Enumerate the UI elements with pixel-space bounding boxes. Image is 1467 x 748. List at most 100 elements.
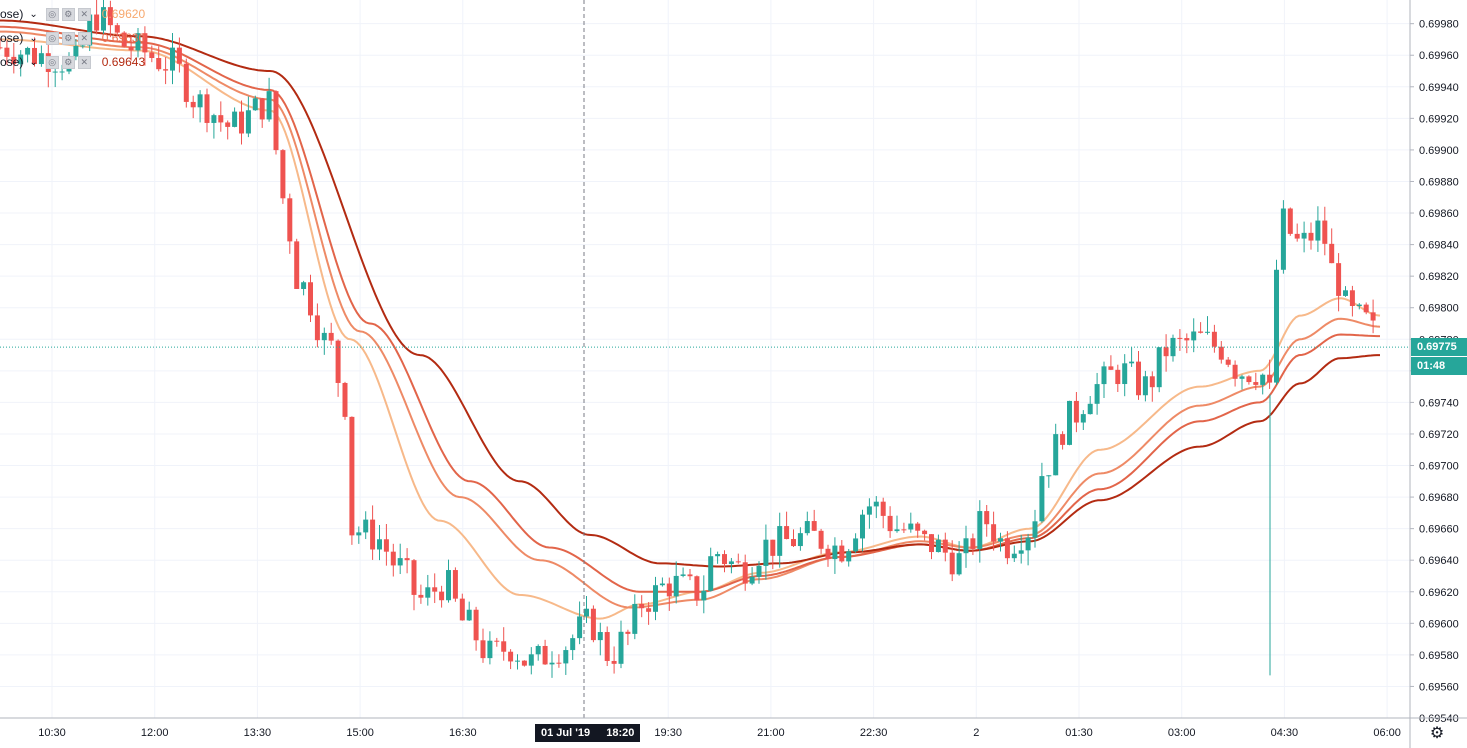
gear-icon[interactable]: ⚙ <box>61 31 75 45</box>
close-icon[interactable]: ✕ <box>77 31 91 45</box>
crosshair-date: 01 Jul '19 <box>541 727 591 739</box>
candle-down <box>604 632 610 661</box>
gear-icon[interactable]: ⚙ <box>61 7 75 21</box>
candle-down <box>811 521 817 531</box>
candle-down <box>128 46 134 51</box>
candle-down <box>183 63 189 102</box>
candle-down <box>1108 366 1114 370</box>
candle-down <box>114 25 120 33</box>
indicator-row-1[interactable]: ose) ⌄ ◎ ⚙ ✕ 0.69620 <box>0 5 145 23</box>
candle-up <box>1301 232 1307 239</box>
candle-up <box>728 561 734 565</box>
candle-up <box>1239 376 1245 379</box>
candle-up <box>1280 208 1286 270</box>
candle-up <box>653 585 658 612</box>
candle-down <box>1184 338 1190 341</box>
candle-up <box>1011 553 1017 559</box>
chevron-down-icon[interactable]: ⌄ <box>29 56 38 68</box>
candle-down <box>949 552 955 575</box>
gear-icon[interactable]: ⚙ <box>61 55 75 69</box>
candle-up <box>998 538 1003 542</box>
ema-line-2 <box>0 30 1381 609</box>
candle-down <box>259 98 265 120</box>
candle-up <box>708 556 714 591</box>
candle-up <box>232 111 238 127</box>
candle-down <box>735 561 741 563</box>
x-tick-label: 03:00 <box>1168 727 1196 739</box>
candle-up <box>977 511 983 549</box>
candle-up <box>1032 521 1038 538</box>
candle-up <box>245 110 251 134</box>
candle-down <box>121 32 127 47</box>
close-icon[interactable]: ✕ <box>77 7 91 21</box>
candle-up <box>549 662 555 665</box>
candle-up <box>1156 347 1162 388</box>
candle-up <box>363 519 369 533</box>
candle-down <box>1211 331 1217 347</box>
candle-up <box>1046 475 1052 477</box>
x-tick-label: 12:00 <box>141 727 169 739</box>
candle-up <box>301 282 307 289</box>
candle-down <box>314 315 320 341</box>
candle-down <box>915 523 921 531</box>
candle-down <box>970 538 976 549</box>
candle-down <box>590 608 596 641</box>
candle-up <box>135 33 141 51</box>
candle-up <box>1315 220 1321 241</box>
y-tick-label: 0.69600 <box>1419 618 1459 630</box>
settings-gear-icon[interactable]: ⚙ <box>1429 725 1445 742</box>
close-icon[interactable]: ✕ <box>77 55 91 69</box>
candle-up <box>804 521 810 534</box>
candle-down <box>439 591 445 601</box>
y-tick-label: 0.69740 <box>1419 397 1459 409</box>
candles <box>0 0 1376 678</box>
eye-icon[interactable]: ◎ <box>45 55 59 69</box>
candle-up <box>584 608 589 617</box>
y-tick-label: 0.69900 <box>1419 145 1459 157</box>
candle-up <box>446 570 451 601</box>
candle-down <box>190 101 196 108</box>
candle-down <box>1246 376 1252 383</box>
y-tick-label: 0.69800 <box>1419 303 1459 315</box>
candle-up <box>377 539 382 550</box>
candle-down <box>784 526 790 540</box>
candle-down <box>1370 312 1376 321</box>
candle-down <box>370 519 376 550</box>
x-tick-label: 16:30 <box>449 727 477 739</box>
x-tick-label: 04:30 <box>1271 727 1299 739</box>
x-tick-label: 21:00 <box>757 727 785 739</box>
candle-down <box>1136 361 1141 396</box>
candle-up <box>597 632 603 641</box>
candle-down <box>1329 243 1335 264</box>
candle-down <box>163 69 169 71</box>
candle-down <box>280 150 286 199</box>
candle-up <box>528 654 534 666</box>
eye-icon[interactable]: ◎ <box>45 31 59 45</box>
candle-down <box>94 14 100 31</box>
candle-up <box>777 526 783 556</box>
candle-up <box>680 574 686 576</box>
candle-up <box>1053 434 1059 476</box>
chevron-down-icon[interactable]: ⌄ <box>29 32 38 44</box>
candle-up <box>80 45 86 47</box>
candle-down <box>390 551 396 566</box>
candle-down <box>239 111 244 134</box>
candle-up <box>1087 403 1093 415</box>
candle-up <box>1274 269 1279 383</box>
candle-down <box>404 558 410 561</box>
indicator-row-2[interactable]: ose) ⌄ ◎ ⚙ ✕ 0.69630 <box>0 29 145 47</box>
indicator-value: 0.69643 <box>101 55 146 69</box>
indicator-row-3[interactable]: ose) ⌄ ◎ ⚙ ✕ 0.69643 <box>0 53 145 71</box>
candle-down <box>942 539 948 553</box>
y-tick-label: 0.69820 <box>1419 271 1459 283</box>
candle-up <box>1356 304 1362 306</box>
candle-down <box>342 382 348 417</box>
eye-icon[interactable]: ◎ <box>45 7 59 21</box>
candle-down <box>1149 376 1155 388</box>
chevron-down-icon[interactable]: ⌄ <box>29 8 38 20</box>
candle-down <box>929 534 934 553</box>
candle-up <box>87 14 93 46</box>
candle-down <box>287 198 293 242</box>
candle-down <box>294 241 300 289</box>
